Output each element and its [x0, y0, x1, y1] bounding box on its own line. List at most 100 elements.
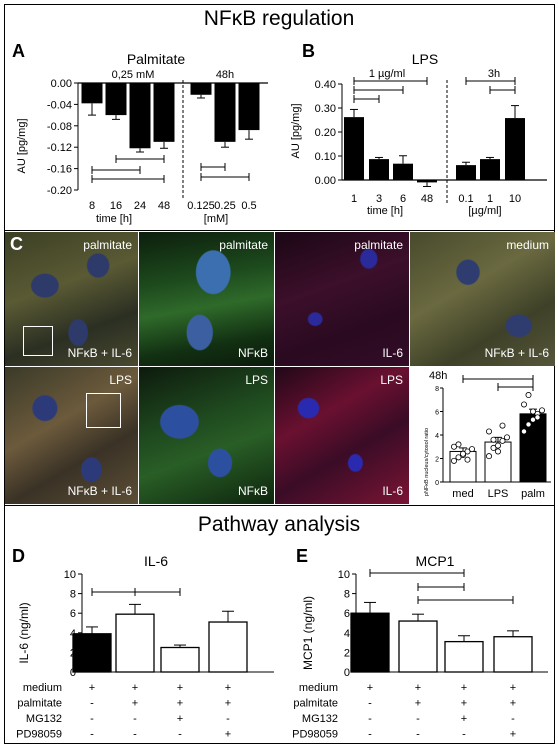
- bar: [369, 159, 389, 180]
- x-tick-label: med: [452, 488, 473, 500]
- data-point: [490, 436, 497, 443]
- panel-a-chart: A Palmitate AU [pg/mg] 0,25 mM 48h time …: [12, 41, 268, 225]
- data-point: [460, 450, 467, 457]
- significance-bracket: [489, 86, 516, 94]
- y-tick-label: -0.04: [47, 99, 72, 111]
- y-tick-label: 6: [435, 410, 439, 417]
- panel-a-time: 48h: [216, 69, 234, 81]
- panel-b-ylabel: AU [pg/mg]: [290, 103, 302, 158]
- bar: [505, 118, 525, 180]
- data-point: [530, 416, 537, 423]
- panel-b-chart: B LPS AU [pg/mg] 1 µg/ml 3h time [h] [µg…: [290, 41, 547, 217]
- condition-sign: -: [511, 713, 515, 725]
- condition-sign: -: [90, 713, 94, 725]
- micrograph: palmitate NFκB + IL-6: [5, 232, 138, 366]
- panel-a-conc: 0,25 mM: [112, 69, 155, 81]
- data-point: [451, 443, 458, 450]
- significance-bracket: [91, 175, 165, 183]
- micrograph-stain-label: NFκB: [238, 484, 268, 498]
- panel-c-inset-time: 48h: [429, 370, 447, 382]
- condition-sign: +: [510, 682, 516, 694]
- condition-sign: +: [177, 682, 183, 694]
- x-tick-label: 0.1: [458, 193, 473, 205]
- data-point: [499, 422, 506, 429]
- y-tick-label: 0.20: [315, 127, 336, 139]
- condition-sign: +: [225, 729, 231, 741]
- x-tick-label: 10: [509, 193, 521, 205]
- panel-e-ylabel: MCP1 (ng/ml): [301, 596, 315, 670]
- condition-sign: -: [416, 729, 420, 741]
- significance-bracket: [134, 588, 181, 596]
- panel-d-title: IL-6: [144, 553, 168, 569]
- condition-row-label: medium: [299, 682, 338, 694]
- condition-sign: -: [133, 713, 137, 725]
- x-tick-label: 3: [376, 193, 382, 205]
- data-point: [490, 444, 497, 451]
- bar: [129, 83, 151, 149]
- panel-d-ylabel: IL-6 (ng/ml): [17, 602, 31, 663]
- micrograph-condition-label: medium: [506, 238, 549, 252]
- panel-a-plot: 0.00 -0.04 -0.08 -0.12 -0.16 -0.20 8 16 24 48 0.12…: [47, 78, 268, 212]
- x-tick-label: 0.125: [187, 200, 215, 212]
- y-tick-label: 0.10: [315, 151, 336, 163]
- condition-sign: -: [368, 729, 372, 741]
- y-tick-label: 8: [344, 589, 350, 601]
- data-point: [499, 437, 506, 444]
- y-tick-label: 2: [435, 457, 439, 464]
- x-tick-label: 48: [421, 193, 433, 205]
- bar: [81, 83, 103, 104]
- data-point: [521, 401, 528, 408]
- panel-e-chart: E MCP1 MCP1 (ng/ml) 0 2 4 6 8 10 medium + + + + pal…: [292, 546, 548, 741]
- data-point: [530, 408, 537, 415]
- x-tick-label: 0.5: [241, 200, 256, 212]
- significance-bracket: [417, 583, 465, 591]
- micrograph-stain-label: NFκB + IL-6: [484, 346, 549, 360]
- significance-bracket: [465, 77, 516, 85]
- panel-d-plot: 0246810medium++++palmitate-+++MG132--+-P…: [16, 569, 274, 741]
- y-tick-label: 4: [344, 628, 350, 640]
- panel-a-xlabel-right: [mM]: [204, 213, 228, 225]
- condition-sign: +: [510, 729, 516, 741]
- condition-row-label: medium: [23, 682, 62, 694]
- condition-row-label: PD98059: [292, 729, 338, 741]
- micrograph: LPS IL-6: [275, 367, 409, 504]
- x-tick-label: 8: [89, 200, 95, 212]
- condition-row-label: MG132: [302, 713, 338, 725]
- y-tick-label: 8: [435, 386, 439, 393]
- panel-c-inset-chart: 48h pNFκB nucleus/cytosol ratio 0 2 4 6 8 med…: [424, 370, 551, 500]
- data-point: [495, 442, 502, 449]
- data-point: [539, 407, 546, 414]
- micrograph-condition-label: LPS: [109, 373, 132, 387]
- condition-row-label: PD98059: [16, 729, 62, 741]
- y-tick-label: -0.12: [47, 142, 72, 154]
- micrograph-stain-label: NFκB + IL-6: [67, 484, 132, 498]
- y-tick-label: 0.00: [51, 78, 72, 90]
- bar: [519, 413, 547, 483]
- data-point: [534, 414, 541, 421]
- zoom-region-box: [86, 393, 121, 428]
- panel-c-inset-ylabel: pNFκB nucleus/cytosol ratio: [424, 428, 430, 496]
- panel-e-plot: 0 2 4 6 8 10 medium + + + + palmitate - + + + MG132 - - + - P…: [292, 569, 548, 741]
- panel-b-letter: B: [302, 41, 315, 61]
- panel-c-inset-plot: 0 2 4 6 8 med LPS palm: [435, 375, 551, 500]
- bar: [105, 83, 127, 116]
- significance-bracket: [200, 173, 250, 181]
- panel-b-xlabel-right: [µg/ml]: [468, 205, 501, 217]
- panel-d-letter: D: [12, 546, 25, 566]
- micrograph: LPS NFκB + IL-6: [5, 367, 138, 504]
- bar: [456, 165, 476, 180]
- data-point: [451, 457, 458, 464]
- y-tick-label: 10: [64, 569, 76, 581]
- y-tick-label: 0.40: [315, 79, 336, 91]
- condition-sign: +: [510, 698, 516, 710]
- bar: [344, 117, 364, 180]
- bar: [480, 159, 500, 180]
- condition-sign: +: [132, 698, 138, 710]
- condition-sign: +: [415, 698, 421, 710]
- panel-b-time: 3h: [488, 68, 500, 80]
- data-point: [455, 441, 462, 448]
- condition-sign: +: [177, 713, 183, 725]
- y-tick-label: 6: [344, 608, 350, 620]
- significance-bracket: [417, 596, 514, 604]
- x-tick-label: 16: [110, 200, 122, 212]
